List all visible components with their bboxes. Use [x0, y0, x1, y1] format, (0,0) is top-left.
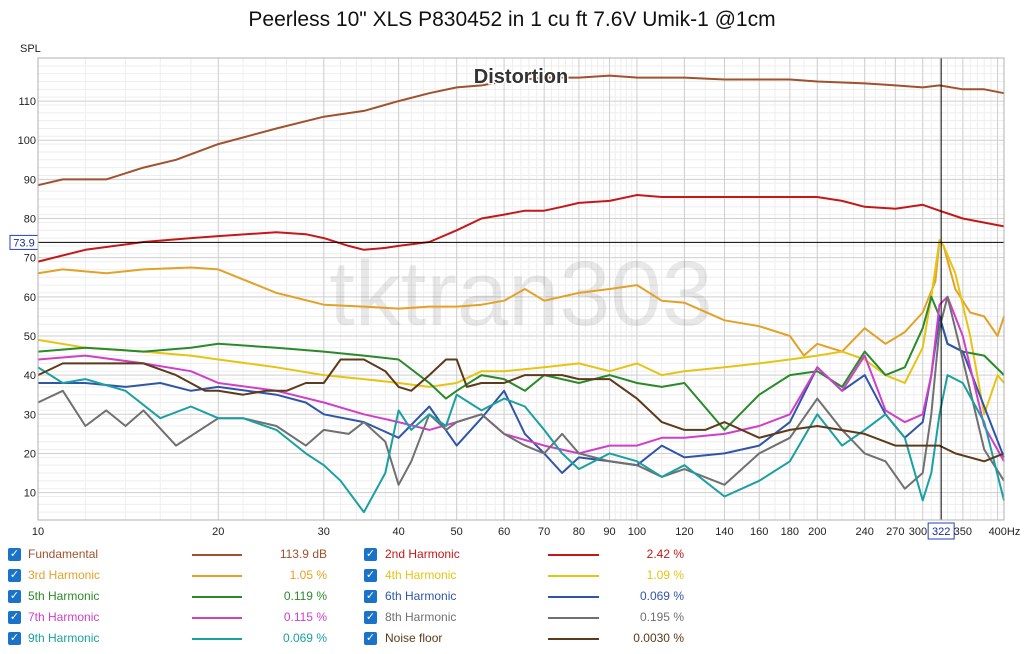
legend-swatch: [548, 638, 599, 640]
y-axis-label: SPL: [20, 43, 41, 55]
legend-checkbox[interactable]: ✓: [8, 548, 21, 561]
x-tick-label: 180: [781, 526, 799, 538]
major-grid: [37, 58, 1004, 520]
y-ticks: 10 20 30 40 50 60 70 80 90 100 110: [18, 96, 36, 500]
legend-value: 1.05 %: [289, 568, 327, 582]
legend-label: 6th Harmonic: [385, 589, 457, 603]
plot-frame: [37, 57, 1005, 521]
legend-value: 0.0030 %: [633, 631, 684, 645]
y-tick-label: 10: [24, 488, 36, 500]
series-lines: [37, 74, 1005, 514]
legend-label: 5th Harmonic: [28, 589, 100, 603]
legend-value: 1.09 %: [646, 568, 684, 582]
legend-swatch: [548, 575, 599, 577]
series-line-noise-floor: [37, 358, 1005, 463]
x-tick-label: 100: [628, 526, 646, 538]
legend-checkbox[interactable]: ✓: [8, 569, 21, 582]
legend-checkbox[interactable]: ✓: [8, 590, 21, 603]
legend-value: 0.195 %: [639, 610, 684, 624]
cursor[interactable]: 73.9 322: [9, 58, 1004, 540]
x-tick-label: 90: [603, 526, 615, 538]
x-tick-label: 60: [498, 526, 510, 538]
cursor-x-label: 322: [932, 526, 950, 538]
y-tick-label: 70: [24, 253, 36, 265]
x-tick-label: 200: [808, 526, 826, 538]
legend-checkbox[interactable]: ✓: [364, 548, 377, 561]
y-tick-label: 90: [24, 174, 36, 186]
series-line-2nd-harmonic: [37, 194, 1005, 263]
x-tick-label: 80: [573, 526, 585, 538]
legend-label: 8th Harmonic: [385, 610, 457, 624]
legend-checkbox[interactable]: ✓: [8, 611, 21, 624]
y-tick-label: 50: [24, 331, 36, 343]
legend-swatch: [548, 617, 599, 619]
x-tick-label: 350: [954, 526, 972, 538]
legend-value: 0.119 %: [283, 589, 327, 603]
x-tick-label: 30: [318, 526, 330, 538]
x-tick-label: 300: [909, 526, 927, 538]
legend-value: 113.9 dB: [279, 547, 327, 561]
legend-label: 9th Harmonic: [28, 631, 100, 645]
x-tick-label: 270: [886, 526, 904, 538]
series-line-fundamental: [37, 74, 1005, 187]
legend: ✓ Fundamental 113.9 dB ✓ 2nd Harmonic 2.42 % ✓…: [0, 543, 1024, 651]
legend-value: 2.42 %: [646, 547, 684, 561]
legend-checkbox[interactable]: ✓: [8, 632, 21, 645]
watermark: tktran303: [329, 243, 713, 345]
legend-swatch: [192, 596, 242, 598]
legend-checkbox[interactable]: ✓: [364, 611, 377, 624]
y-tick-label: 80: [24, 214, 36, 226]
y-tick-label: 30: [24, 409, 36, 421]
legend-value: 0.115 %: [283, 610, 327, 624]
series-line-4th-harmonic: [37, 239, 1005, 416]
x-tick-label: 40: [392, 526, 404, 538]
x-tick-label: 50: [451, 526, 463, 538]
legend-label: Fundamental: [28, 547, 99, 561]
x-tick-label: 240: [856, 526, 874, 538]
legend-label: 3rd Harmonic: [28, 568, 101, 582]
distortion-plot[interactable]: SPL tktran303 73.9 322 Distortion 10 20 30 4…: [0, 0, 1024, 543]
x-ticks: 10 20 30 40 50 60 70 80 90 100 120 140 160 180 200 240 2…: [32, 526, 1020, 538]
legend-swatch: [548, 554, 599, 556]
legend-value: 0.069 %: [282, 631, 327, 645]
x-tick-label: 160: [750, 526, 768, 538]
series-line-7th-harmonic: [37, 295, 1005, 462]
legend-value: 0.069 %: [639, 589, 684, 603]
legend-checkbox[interactable]: ✓: [364, 590, 377, 603]
legend-label: Noise floor: [385, 631, 443, 645]
y-tick-label: 100: [18, 135, 36, 147]
annotation-label: Distortion: [474, 66, 568, 88]
legend-label: 2nd Harmonic: [385, 547, 460, 561]
chart-title: Peerless 10" XLS P830452 in 1 cu ft 7.6V…: [248, 8, 776, 31]
legend-swatch: [192, 554, 242, 556]
x-tick-label: 70: [538, 526, 550, 538]
x-tick-label: 10: [32, 526, 44, 538]
y-tick-label: 20: [24, 448, 36, 460]
x-tick-label: 140: [715, 526, 733, 538]
legend-swatch: [192, 617, 242, 619]
y-tick-label: 110: [18, 96, 36, 108]
x-tick-label: 400Hz: [989, 526, 1021, 538]
legend-label: 4th Harmonic: [385, 568, 457, 582]
legend-swatch: [192, 638, 242, 640]
cursor-y-label: 73.9: [13, 237, 34, 249]
legend-checkbox[interactable]: ✓: [364, 632, 377, 645]
series-line-5th-harmonic: [37, 295, 1005, 431]
y-tick-label: 40: [24, 370, 36, 382]
x-tick-label: 20: [212, 526, 224, 538]
series-line-9th-harmonic: [37, 366, 1005, 514]
watermark-text: tktran303: [329, 243, 713, 345]
x-tick-label: 120: [675, 526, 693, 538]
series-line-6th-harmonic: [38, 315, 1005, 474]
legend-swatch: [548, 596, 599, 598]
legend-swatch: [192, 575, 242, 577]
legend-label: 7th Harmonic: [28, 610, 100, 624]
y-tick-label: 60: [24, 292, 36, 304]
legend-checkbox[interactable]: ✓: [364, 569, 377, 582]
annotation: Distortion: [472, 65, 569, 90]
cursor-x-box: [927, 522, 955, 540]
